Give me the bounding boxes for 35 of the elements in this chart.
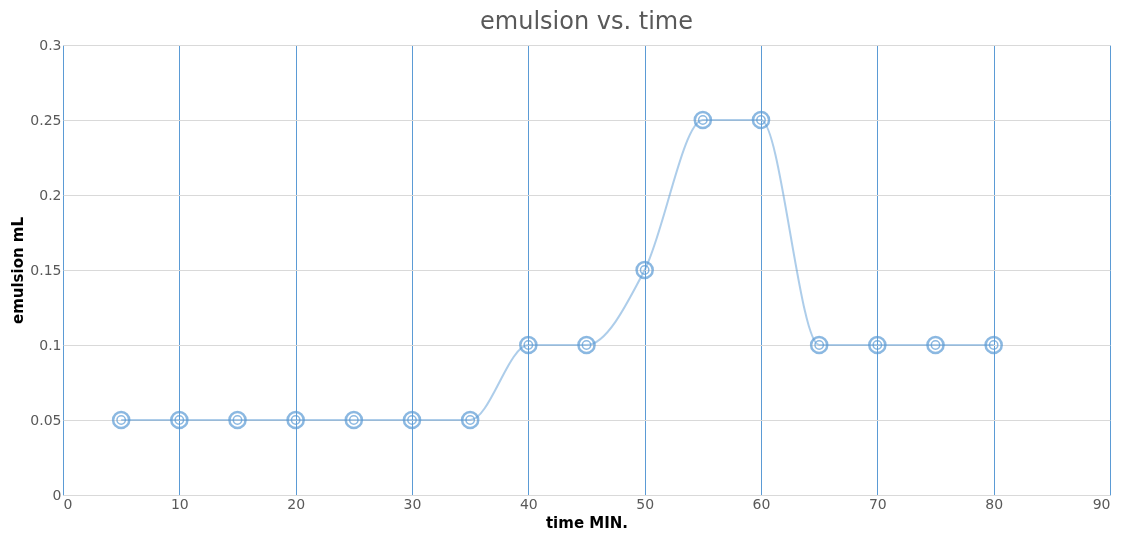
y-tick-label: 0.2 <box>39 186 62 203</box>
x-tick-label: 0 <box>63 495 73 512</box>
point <box>693 110 713 130</box>
x-tick-label: 80 <box>985 495 1004 512</box>
y-tick-label: 0.25 <box>30 111 62 128</box>
y-axis-title: emulsion mL <box>9 216 28 325</box>
x-tick-label: 50 <box>636 495 655 512</box>
point <box>577 335 596 355</box>
x-tick-label: 60 <box>752 495 771 512</box>
point <box>751 110 771 130</box>
point <box>286 410 305 430</box>
y-tick-label: 0.3 <box>39 36 62 53</box>
y-tick-label: 0.15 <box>30 261 62 278</box>
x-tick-label: 70 <box>868 495 887 512</box>
x-axis-title: time MIN. <box>545 513 629 532</box>
x-tick-label: 90 <box>1092 495 1111 512</box>
point <box>926 335 945 355</box>
point <box>809 335 829 355</box>
x-tick-label: 30 <box>403 495 422 512</box>
point <box>519 335 538 355</box>
point <box>170 410 189 430</box>
point <box>635 260 654 280</box>
point <box>868 335 887 355</box>
x-tick-label: 20 <box>287 495 306 512</box>
x-tick-label: 10 <box>170 495 189 512</box>
x-tick-label: 40 <box>519 495 538 512</box>
point <box>460 410 480 430</box>
point <box>344 410 364 430</box>
y-tick-label: 0.05 <box>30 411 62 428</box>
chart-title: emulsion vs. time <box>480 7 693 35</box>
y-tick-label: 0.1 <box>39 336 62 353</box>
point <box>111 410 131 430</box>
point <box>984 335 1003 355</box>
point <box>228 410 247 430</box>
point <box>402 410 422 430</box>
